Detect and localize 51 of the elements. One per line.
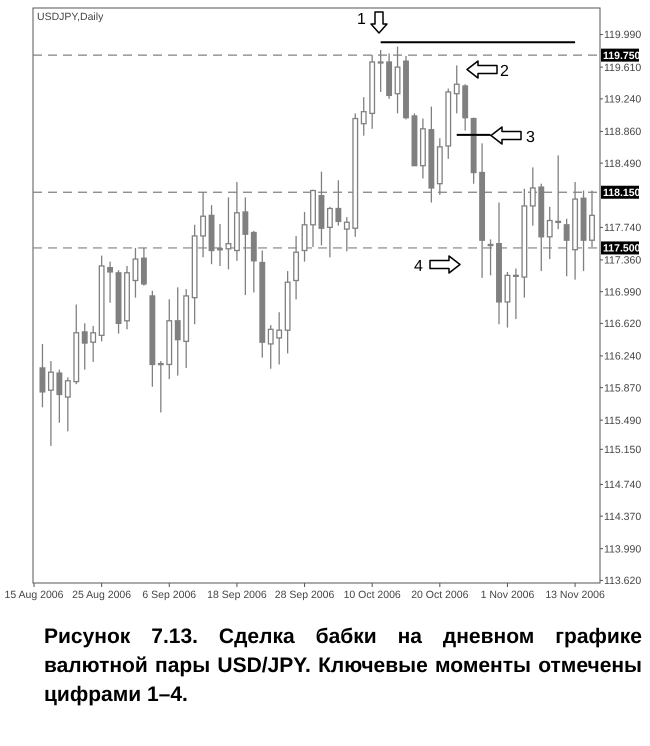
y-tick-label: 118.860 (604, 126, 642, 138)
y-tick-label: 116.620 (604, 318, 642, 330)
x-tick-label: 10 Oct 2006 (344, 589, 401, 601)
x-tick-label: 18 Sep 2006 (207, 589, 267, 601)
candlestick (90, 325, 96, 363)
candlestick (326, 206, 333, 258)
ref-line-label: 119.750 (603, 50, 641, 62)
y-tick-label: 116.990 (604, 286, 642, 298)
annotation: 3 (526, 129, 535, 146)
x-tick-label: 6 Sep 2006 (142, 589, 196, 601)
y-tick-label: 119.990 (604, 29, 642, 42)
candlestick (56, 368, 62, 424)
y-tick-label: 119.610 (604, 62, 642, 74)
y-tick-label: 115.490 (604, 414, 642, 427)
y-tick-label: 116.240 (604, 350, 642, 363)
y-tick-label: 117.360 (604, 254, 642, 267)
text: Рисунок 7.13. Сделка бабки на дневном графике валютной пары USD/JPY. Ключевые моменты отмечены цифрами 1–4. (44, 624, 642, 708)
x-tick-label: 28 Sep 2006 (274, 589, 334, 601)
x-tick-label: 25 Aug 2006 (72, 589, 132, 601)
candlestick (512, 268, 519, 320)
x-tick-label: 15 Aug 2006 (4, 589, 64, 601)
x-tick-label: 13 Nov 2006 (545, 589, 606, 601)
candlestick (174, 286, 181, 376)
candlestick (64, 376, 71, 432)
candlestick (158, 360, 164, 414)
y-tick-label: 115.870 (604, 382, 642, 394)
candlestick (268, 324, 274, 370)
candlestick (132, 247, 138, 298)
y-tick-label: 114.370 (604, 510, 642, 523)
candlestick (107, 261, 114, 304)
y-tick-label: 115.150 (604, 444, 642, 456)
annotation: 2 (500, 63, 509, 80)
y-tick-label: 114.740 (604, 479, 642, 492)
annotation: 4 (414, 258, 423, 275)
candlestick (82, 322, 88, 370)
candlestick (454, 64, 460, 114)
y-tick-label: 113.990 (604, 543, 642, 556)
candlestick (48, 360, 54, 447)
x-tick-label: 1 Nov 2006 (480, 589, 534, 601)
chart-title: USDJPY,Daily (37, 11, 104, 23)
annotation: 1 (357, 11, 366, 28)
y-tick-label: 113.620 (604, 575, 642, 588)
y-tick-label: 119.240 (604, 94, 642, 106)
ref-line-label: 118.150 (603, 186, 641, 199)
candlestick (360, 96, 367, 136)
ref-line-label: 117.500 (603, 242, 641, 255)
x-tick-label: 20 Oct 2006 (411, 589, 469, 601)
y-tick-label: 118.490 (604, 158, 642, 170)
candlestick (40, 343, 46, 408)
y-tick-label: 117.740 (604, 222, 642, 234)
candlestick (276, 312, 282, 366)
